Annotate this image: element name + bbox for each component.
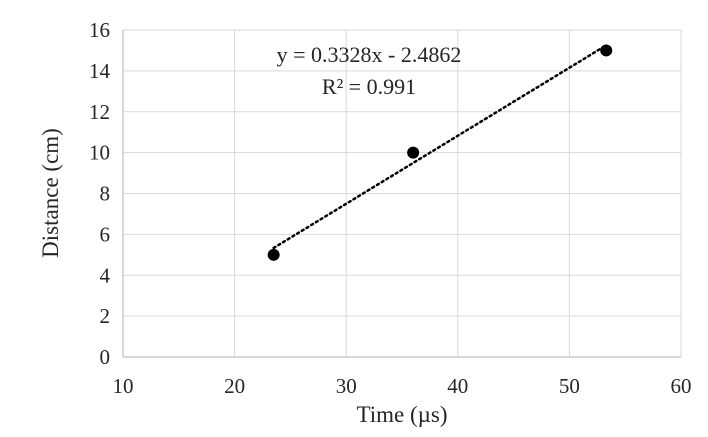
- grid-lines: [123, 29, 682, 357]
- x-tick-label: 30: [336, 374, 357, 398]
- axes: [122, 30, 681, 358]
- x-tick-label: 10: [113, 374, 134, 398]
- trendline-group: [272, 44, 608, 250]
- y-tick-label: 16: [89, 18, 110, 42]
- x-tick-label: 40: [447, 374, 468, 398]
- x-tick-labels: 10 20 30 40 50 60: [113, 374, 692, 398]
- trendline-equation: y = 0.3328x - 2.4862: [277, 42, 462, 67]
- y-axis-title: Distance (cm): [38, 128, 63, 258]
- y-tick-label: 12: [89, 100, 110, 124]
- r-squared-label: R² = 0.991: [322, 74, 416, 99]
- y-tick-label: 0: [100, 345, 111, 369]
- y-tick-label: 10: [89, 141, 110, 165]
- data-points: [267, 44, 613, 261]
- data-point: [600, 44, 613, 57]
- data-point: [407, 146, 420, 159]
- x-axis-title: Time (µs): [356, 402, 447, 427]
- x-tick-label: 50: [559, 374, 580, 398]
- x-tick-label: 60: [671, 374, 692, 398]
- data-point: [267, 248, 280, 261]
- y-tick-label: 8: [100, 182, 111, 206]
- y-tick-label: 6: [100, 222, 111, 246]
- y-tick-label: 4: [100, 263, 111, 287]
- x-tick-label: 20: [224, 374, 245, 398]
- trendline: [272, 44, 608, 250]
- y-tick-label: 14: [89, 59, 111, 83]
- y-tick-labels: 0 2 4 6 8 10 12 14 16: [89, 18, 111, 369]
- y-tick-label: 2: [100, 304, 111, 328]
